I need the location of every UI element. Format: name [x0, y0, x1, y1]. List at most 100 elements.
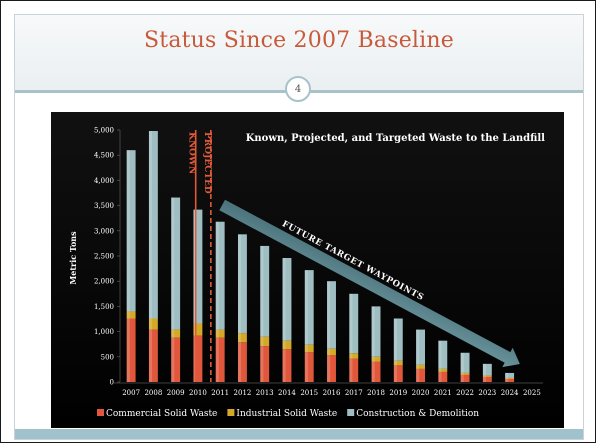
x-tick-label: 2018 — [367, 389, 385, 397]
arrow-body — [219, 199, 520, 368]
page-number: 4 — [294, 83, 302, 95]
bar-segment — [416, 364, 426, 369]
x-tick-label: 2023 — [478, 389, 496, 397]
bar-highlight — [171, 337, 175, 382]
y-axis-label: Metric Tons — [68, 231, 78, 285]
bar-highlight — [215, 329, 219, 338]
bar-segment — [438, 368, 448, 372]
bar-highlight — [282, 349, 286, 382]
bar-highlight — [416, 329, 420, 365]
x-tick-label: 2017 — [345, 389, 363, 397]
bar-segment — [416, 368, 426, 382]
bar-highlight — [438, 368, 442, 372]
bar-segment — [416, 329, 426, 365]
bar-segment — [193, 335, 203, 382]
bar-segment — [304, 270, 314, 345]
bar-highlight — [393, 365, 397, 382]
legend-swatch — [97, 409, 104, 416]
x-tick-label: 2016 — [323, 389, 341, 397]
x-tick-label: 2012 — [234, 389, 252, 397]
y-tick-label: 4,500 — [94, 152, 114, 160]
bar-segment — [393, 365, 403, 382]
bar-segment — [371, 356, 381, 362]
bar-segment — [237, 333, 247, 343]
bar-segment — [215, 221, 225, 330]
bar-segment — [171, 337, 181, 382]
bar-highlight — [171, 329, 175, 338]
x-tick-label: 2020 — [412, 389, 430, 397]
bar-highlight — [349, 358, 353, 382]
bar-segment — [237, 234, 247, 334]
bar-segment — [505, 378, 515, 382]
bar-highlight — [416, 364, 420, 369]
bar-segment — [260, 346, 270, 382]
bar-segment — [171, 329, 181, 338]
bar-segment — [460, 352, 470, 373]
bar-segment — [505, 377, 515, 379]
y-tick-label: 2,500 — [94, 253, 114, 261]
bar-highlight — [304, 352, 308, 382]
slide-title: Status Since 2007 Baseline — [144, 28, 454, 53]
bar-segment — [215, 329, 225, 338]
x-tick-label: 2022 — [456, 389, 474, 397]
x-tick-label: 2019 — [389, 389, 407, 397]
x-tick-label: 2021 — [434, 389, 452, 397]
bar-segment — [393, 360, 403, 366]
legend-entry: Commercial Solid Waste — [106, 409, 217, 419]
projected-annotation: PROJECTED — [202, 132, 212, 194]
bar-highlight — [260, 245, 264, 337]
bar-highlight — [438, 371, 442, 382]
legend-entry: Construction & Demolition — [356, 409, 479, 419]
y-tick-label: 0 — [110, 379, 114, 387]
bar-segment — [393, 318, 403, 361]
bar-segment — [349, 293, 359, 354]
x-tick-label: 2008 — [144, 389, 162, 397]
bar-segment — [148, 318, 158, 330]
bar-highlight — [460, 352, 464, 373]
footer-band — [15, 429, 583, 439]
bar-highlight — [505, 378, 509, 382]
legend-swatch — [347, 409, 355, 416]
bar-highlight — [438, 340, 442, 369]
bar-segment — [126, 318, 136, 382]
bar-segment — [148, 329, 158, 382]
x-tick-label: 2011 — [211, 389, 229, 397]
bar-segment — [304, 344, 314, 353]
known-annotation: KNOWN — [187, 132, 197, 174]
bar-highlight — [327, 348, 331, 356]
bar-segment — [193, 323, 203, 336]
bar-segment — [327, 281, 336, 349]
bar-segment — [237, 342, 247, 382]
bar-highlight — [371, 356, 375, 362]
bar-highlight — [482, 376, 487, 382]
bar-segment — [482, 363, 492, 376]
bar-highlight — [349, 353, 353, 359]
bar-highlight — [282, 340, 286, 350]
bar-segment — [193, 209, 203, 324]
bar-segment — [371, 306, 381, 357]
bar-segment — [349, 353, 359, 359]
bar-highlight — [482, 363, 487, 376]
x-tick-label: 2015 — [300, 389, 318, 397]
chart-title: Known, Projected, and Targeted Waste to … — [246, 133, 545, 144]
y-tick-label: 1,500 — [94, 303, 114, 311]
bar-highlight — [460, 374, 464, 382]
bar-segment — [349, 358, 359, 382]
bar-segment — [260, 336, 270, 347]
x-tick-label: 2014 — [278, 389, 296, 397]
legend-entry: Industrial Solid Waste — [236, 409, 337, 419]
bar-segment — [126, 311, 136, 319]
bar-segment — [327, 348, 336, 356]
y-tick-label: 2,000 — [94, 278, 114, 286]
bar-segment — [171, 197, 181, 330]
bar-highlight — [126, 311, 130, 319]
bar-segment — [260, 245, 270, 337]
bar-highlight — [460, 372, 464, 375]
bar-segment — [482, 375, 492, 377]
bar-highlight — [371, 306, 375, 357]
bar-highlight — [171, 197, 175, 330]
bar-highlight — [393, 318, 397, 361]
y-tick-label: 500 — [101, 353, 114, 361]
